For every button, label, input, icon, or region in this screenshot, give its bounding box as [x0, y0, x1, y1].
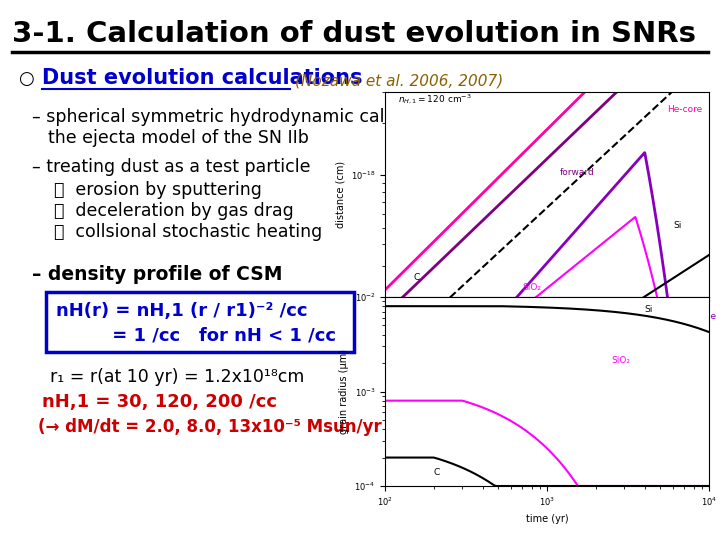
- Text: SiO₂: SiO₂: [522, 283, 541, 292]
- FancyBboxPatch shape: [46, 292, 354, 352]
- Text: ・  collsional stochastic heating: ・ collsional stochastic heating: [54, 223, 323, 241]
- Text: reverse: reverse: [682, 312, 716, 321]
- Text: Dust evolution calculations: Dust evolution calculations: [42, 68, 362, 88]
- Text: C: C: [414, 273, 420, 282]
- Text: (Nozawa et al. 2006, 2007): (Nozawa et al. 2006, 2007): [295, 73, 503, 88]
- Text: nH,1 = 30, 120, 200 /cc: nH,1 = 30, 120, 200 /cc: [42, 393, 277, 411]
- Text: the ejecta model of the SN IIb: the ejecta model of the SN IIb: [48, 129, 309, 147]
- Text: r₁ = r(at 10 yr) = 1.2x10¹⁸cm: r₁ = r(at 10 yr) = 1.2x10¹⁸cm: [50, 368, 305, 386]
- Text: He-core: He-core: [667, 105, 703, 114]
- Text: ・  deceleration by gas drag: ・ deceleration by gas drag: [54, 202, 294, 220]
- X-axis label: time (yr): time (yr): [526, 514, 569, 524]
- Text: – spherical symmetric hydrodynamic calculation based on: – spherical symmetric hydrodynamic calcu…: [32, 108, 539, 126]
- Text: C: C: [434, 468, 440, 477]
- Text: ・  erosion by sputtering: ・ erosion by sputtering: [54, 181, 262, 199]
- Text: Si: Si: [644, 305, 653, 314]
- Text: $n_{H,1}=120\ \rm cm^{-3}$: $n_{H,1}=120\ \rm cm^{-3}$: [398, 93, 472, 106]
- Y-axis label: distance (cm): distance (cm): [336, 161, 345, 228]
- Text: ○: ○: [18, 70, 34, 88]
- Text: – density profile of CSM: – density profile of CSM: [32, 265, 282, 284]
- Text: Si: Si: [673, 220, 682, 230]
- Text: nH(r) = nH,1 (r / r1)⁻² /cc: nH(r) = nH,1 (r / r1)⁻² /cc: [56, 302, 307, 320]
- Text: forward: forward: [560, 168, 595, 177]
- Y-axis label: grain radius (μm): grain radius (μm): [339, 349, 349, 434]
- Text: = 1 /cc   for nH < 1 /cc: = 1 /cc for nH < 1 /cc: [56, 326, 336, 344]
- Text: SiO₂: SiO₂: [612, 356, 631, 365]
- Text: – treating dust as a test particle: – treating dust as a test particle: [32, 158, 310, 176]
- Text: 3-1. Calculation of dust evolution in SNRs: 3-1. Calculation of dust evolution in SN…: [12, 20, 696, 48]
- Text: (→ dM/dt = 2.0, 8.0, 13x10⁻⁵ Msun/yr for vw=10 km/s): (→ dM/dt = 2.0, 8.0, 13x10⁻⁵ Msun/yr for…: [38, 418, 541, 436]
